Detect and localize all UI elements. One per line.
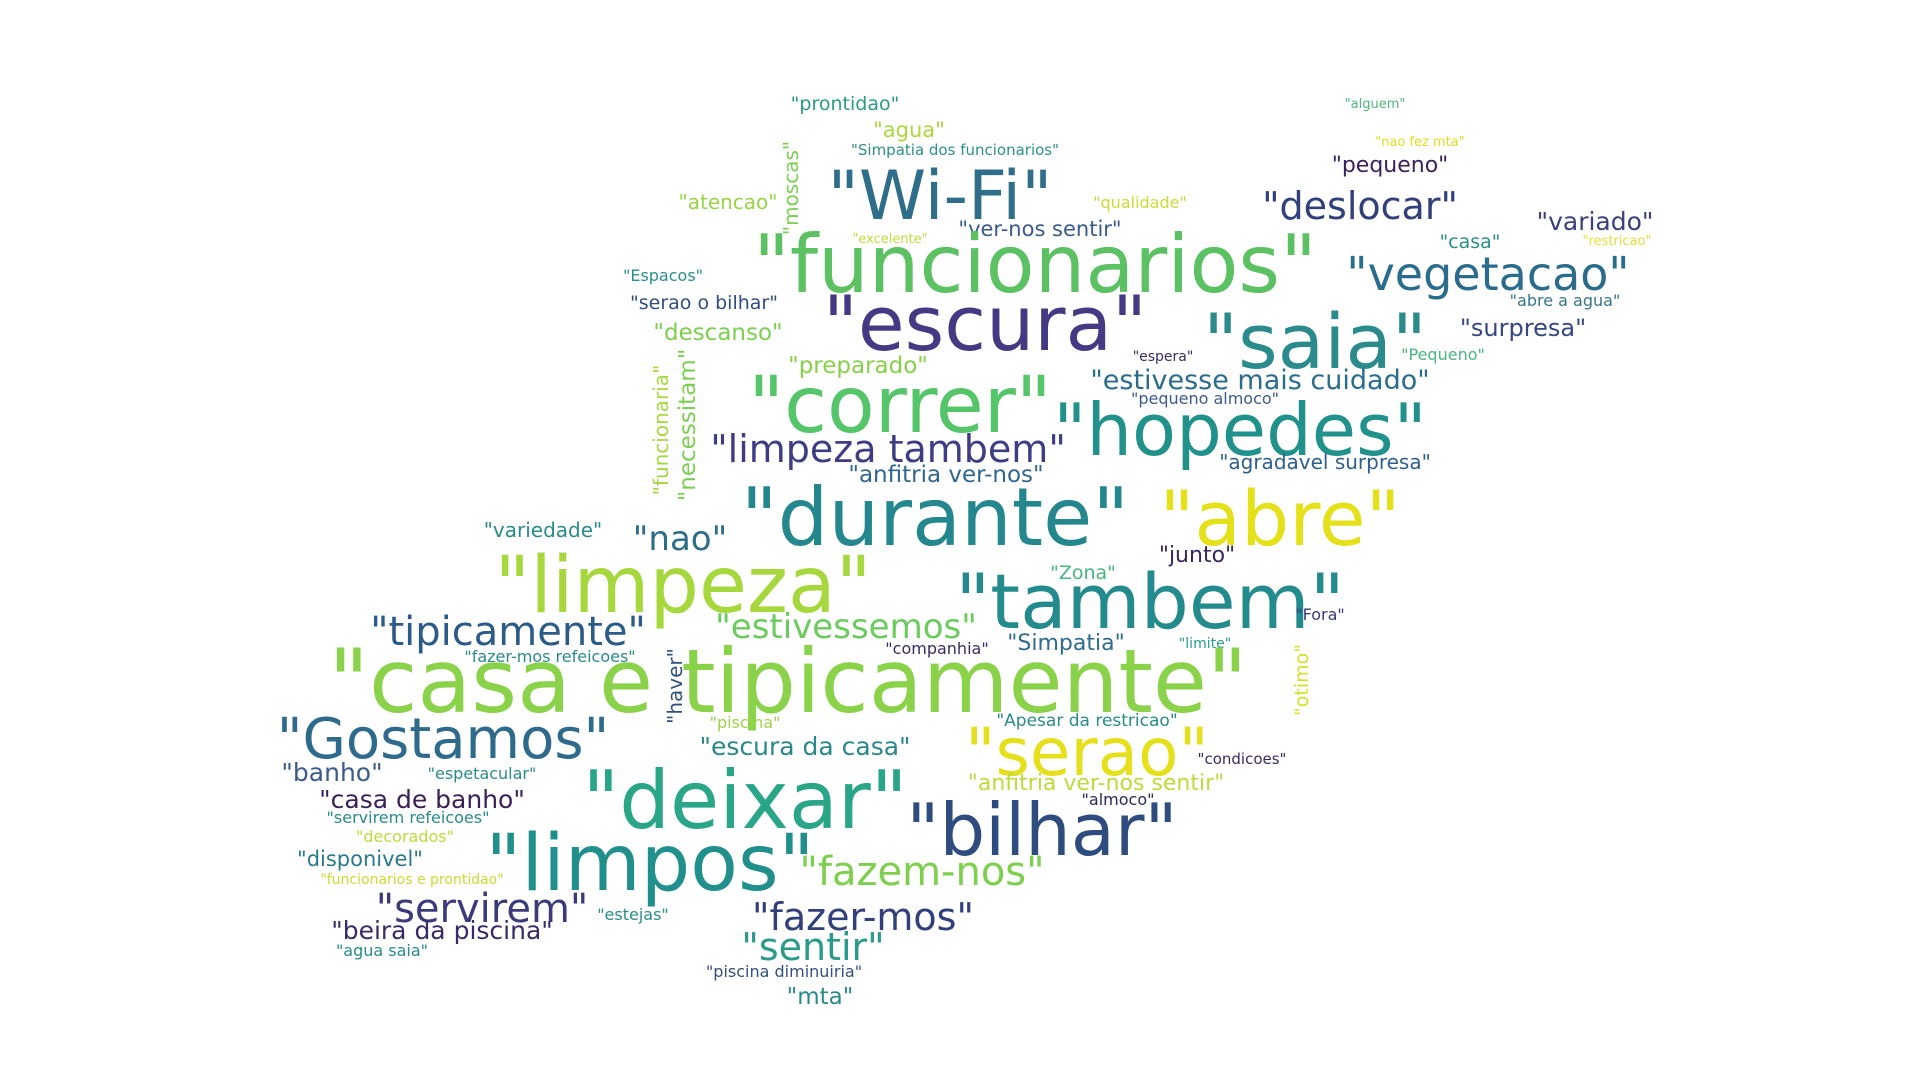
word-espetacular: "espetacular" bbox=[428, 764, 537, 783]
word-escura: "escura" bbox=[823, 279, 1147, 368]
word-casa-e-tipicamente: "casa e tipicamente" bbox=[329, 630, 1248, 733]
word-pequeno-cap: "Pequeno" bbox=[1401, 345, 1485, 364]
word-agradavel-surpresa: "agradavel surpresa" bbox=[1219, 450, 1431, 474]
word-junto: "junto" bbox=[1159, 543, 1235, 568]
word-simpatia: "Simpatia" bbox=[1007, 631, 1124, 656]
word-servirem-refeicoes: "servirem refeicoes" bbox=[327, 808, 490, 827]
word-tambem: "tambem" bbox=[955, 557, 1344, 646]
word-funcionarios: "funcionarios" bbox=[753, 218, 1317, 311]
word-limpeza: "limpeza" bbox=[494, 541, 871, 631]
word-fazem-nos: "fazem-nos" bbox=[799, 849, 1044, 895]
word-preparado: "preparado" bbox=[788, 353, 928, 379]
word-limpos: "limpos" bbox=[486, 819, 815, 909]
word-sentir: "sentir" bbox=[741, 925, 884, 969]
word-pequeno-almoco: "pequeno almoco" bbox=[1131, 389, 1279, 408]
word-vegetacao: "vegetacao" bbox=[1346, 247, 1629, 301]
word-alguem: "alguem" bbox=[1345, 97, 1406, 112]
word-deslocar: "deslocar" bbox=[1262, 184, 1458, 228]
word-piscina: "piscina" bbox=[710, 713, 781, 732]
word-ver-nos-sentir: "ver-nos sentir" bbox=[958, 217, 1121, 241]
word-abre-a-agua: "abre a agua" bbox=[1510, 291, 1621, 310]
word-nao-fez-mta: "nao fez mta" bbox=[1375, 135, 1465, 150]
word-mta: "mta" bbox=[787, 984, 854, 1010]
word-anfitria-ver-nos: "anfitria ver-nos" bbox=[848, 462, 1043, 488]
word-apesar-da-restricao: "Apesar da restricao" bbox=[996, 711, 1177, 731]
word-serao: "serao" bbox=[965, 714, 1209, 791]
word-fora: "Fora" bbox=[1295, 605, 1345, 624]
word-companhia: "companhia" bbox=[885, 639, 988, 658]
word-prontidao: "prontidao" bbox=[791, 93, 900, 115]
word-correr: "correr" bbox=[748, 361, 1051, 451]
word-servirem: "servirem" bbox=[376, 886, 589, 932]
word-anfitria-ver-nos-sentir: "anfitria ver-nos sentir" bbox=[968, 771, 1225, 796]
word-limite: "limite" bbox=[1179, 636, 1231, 652]
word-banho: "banho" bbox=[281, 758, 382, 787]
word-estivessemos: "estivessemos" bbox=[715, 607, 977, 647]
word-funcionaria: "funcionaria" bbox=[649, 365, 673, 496]
word-espera: "espera" bbox=[1133, 349, 1194, 365]
word-saia: "saia" bbox=[1203, 297, 1427, 386]
word-decorados: "decorados" bbox=[356, 827, 454, 846]
word-casa-small: "casa" bbox=[1439, 231, 1500, 253]
word-atencao: "atencao" bbox=[679, 190, 778, 214]
word-disponivel: "disponivel" bbox=[297, 847, 423, 871]
word-wi-fi: "Wi-Fi" bbox=[828, 157, 1053, 236]
word-excelente: "excelente" bbox=[852, 232, 927, 247]
word-funcionarios-e-prontidao: "funcionarios e prontidao" bbox=[320, 872, 503, 888]
word-espacos: "Espacos" bbox=[623, 266, 703, 285]
word-haver: "haver" bbox=[663, 648, 687, 724]
word-casa-de-banho: "casa de banho" bbox=[319, 785, 525, 814]
word-limpeza-tambem: "limpeza tambem" bbox=[710, 427, 1066, 471]
word-bilhar: "bilhar" bbox=[906, 788, 1177, 872]
word-beira-da-piscina: "beira da piscina" bbox=[331, 916, 553, 945]
word-deixar: "deixar" bbox=[582, 754, 907, 847]
word-estivesse-mais-cuidado: "estivesse mais cuidado" bbox=[1090, 365, 1429, 396]
word-abre: "abre" bbox=[1159, 474, 1400, 563]
word-estejas: "estejas" bbox=[597, 905, 669, 924]
word-descanso: "descanso" bbox=[653, 320, 782, 346]
word-fazer-mos: "fazer-mos" bbox=[752, 895, 974, 939]
word-tipicamente: "tipicamente" bbox=[370, 609, 646, 655]
word-necessitam: "necessitam" bbox=[675, 349, 701, 502]
word-piscina-diminuiria: "piscina diminuiria" bbox=[706, 962, 862, 981]
word-otimo: "otimo" bbox=[1291, 644, 1313, 716]
word-fazer-mos-refeicoes: "fazer-mos refeicoes" bbox=[464, 647, 635, 666]
word-condicoes: "condicoes" bbox=[1198, 750, 1287, 768]
word-serao-o-bilhar: "serao o bilhar" bbox=[630, 292, 778, 314]
word-restricao: "restricao" bbox=[1583, 234, 1652, 249]
word-agua-saia: "agua saia" bbox=[336, 941, 428, 960]
word-hopedes: "hopedes" bbox=[1053, 388, 1426, 472]
word-gostamos: "Gostamos" bbox=[277, 707, 610, 772]
word-pequeno: "pequeno" bbox=[1332, 153, 1449, 178]
word-escura-da-casa: "escura da casa" bbox=[699, 732, 910, 761]
word-variedade: "variedade" bbox=[484, 518, 603, 542]
word-agua: "agua" bbox=[873, 118, 945, 142]
word-almoco: "almoco" bbox=[1082, 790, 1155, 809]
word-moscas: "moscas" bbox=[779, 141, 803, 235]
word-zona: "Zona" bbox=[1050, 562, 1116, 584]
word-qualidade: "qualidade" bbox=[1093, 193, 1187, 212]
word-durante: "durante" bbox=[741, 471, 1129, 564]
word-surpresa: "surpresa" bbox=[1460, 314, 1586, 342]
word-variado: "variado" bbox=[1537, 207, 1654, 236]
word-nao: "nao" bbox=[633, 519, 727, 559]
word-simpatia-dos-funcionarios: "Simpatia dos funcionarios" bbox=[851, 141, 1059, 159]
